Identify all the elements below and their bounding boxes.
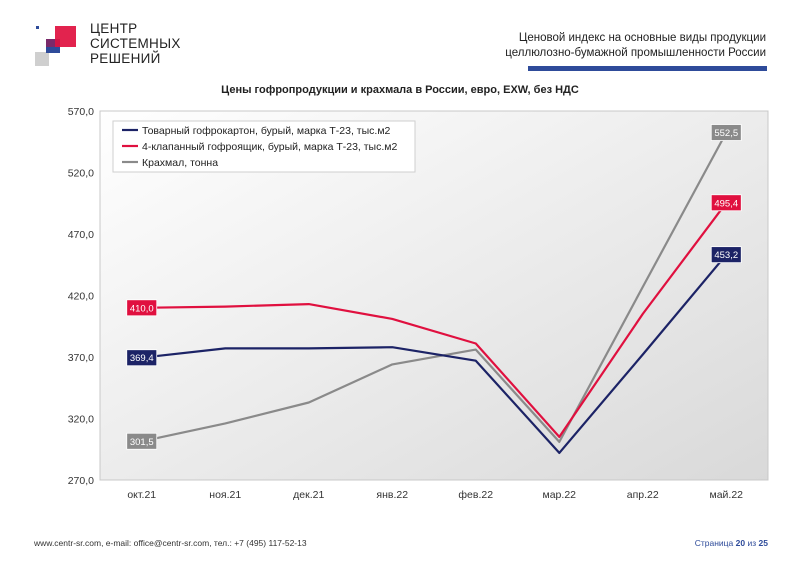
- header-title: Ценовой индекс на основные виды продукци…: [505, 31, 766, 61]
- y-tick-label: 470,0: [68, 229, 94, 241]
- data-label: 453,2: [714, 250, 738, 261]
- brand-line-1: ЦЕНТР: [90, 21, 138, 36]
- footer-contacts: www.centr-sr.com, e-mail: office@centr-s…: [34, 538, 307, 548]
- x-tick-label: фев.22: [458, 489, 493, 501]
- y-axis: 570,0 520,0 470,0 420,0 370,0 320,0 270,0: [68, 106, 94, 487]
- data-label-box: [126, 432, 158, 450]
- y-tick-label: 420,0: [68, 291, 94, 303]
- series-line: [141, 253, 728, 454]
- legend-label: 4-клапанный гофроящик, бурый, марка Т-23…: [142, 141, 397, 153]
- page-word: Страница: [694, 538, 734, 548]
- of-word: из: [747, 538, 757, 548]
- legend: Товарный гофрокартон, бурый, марка Т-23,…: [112, 120, 416, 173]
- x-tick-label: апр.22: [627, 489, 659, 501]
- series-line: [141, 202, 728, 438]
- series-line: [141, 131, 728, 443]
- data-label-box: [126, 299, 158, 317]
- x-tick-label: мар.22: [543, 489, 577, 501]
- data-label: 301,5: [130, 437, 154, 448]
- y-tick-label: 520,0: [68, 168, 94, 180]
- data-label-box: [126, 349, 158, 367]
- x-tick-label: май.22: [709, 489, 743, 501]
- page-total: 25: [758, 538, 768, 548]
- page-number: 20: [735, 538, 746, 548]
- legend-label: Товарный гофрокартон, бурый, марка Т-23,…: [142, 125, 391, 137]
- y-tick-label: 320,0: [68, 414, 94, 426]
- company-logo: [35, 26, 76, 66]
- data-label-box: [710, 124, 742, 141]
- data-label-box: [710, 246, 742, 264]
- y-tick-label: 270,0: [68, 475, 94, 487]
- header-rule: [528, 66, 767, 71]
- x-tick-label: окт.21: [127, 489, 156, 501]
- data-label: 552,5: [714, 128, 738, 139]
- legend-label: Крахмал, тонна: [142, 157, 218, 169]
- brand-line-2: СИСТЕМНЫХ: [90, 36, 181, 51]
- data-label: 495,4: [714, 198, 738, 209]
- header-line-2: целлюлозно-бумажной промышленности Росси…: [505, 47, 766, 59]
- x-axis: окт.21 ноя.21 дек.21 янв.22 фев.22 мар.22 апр.…: [127, 489, 743, 501]
- line-chart: 570,0 520,0 470,0 420,0 370,0 320,0 270,0 окт.…: [68, 106, 769, 501]
- data-label: 410,0: [130, 303, 154, 314]
- brand-line-3: РЕШЕНИЙ: [90, 51, 161, 66]
- data-labels: 369,4 453,2 410,0 495,4 301,5 552,5: [126, 124, 742, 450]
- data-label-box: [710, 194, 742, 212]
- y-tick-label: 370,0: [68, 352, 94, 364]
- data-label: 369,4: [130, 353, 154, 364]
- y-tick-label: 570,0: [68, 106, 94, 118]
- header-line-1: Ценовой индекс на основные виды продукци…: [518, 32, 766, 44]
- x-tick-label: янв.22: [376, 489, 408, 501]
- chart-title: Цены гофропродукции и крахмала в России,…: [221, 84, 579, 96]
- x-tick-label: дек.21: [293, 489, 324, 501]
- brand-name: ЦЕНТР СИСТЕМНЫХ РЕШЕНИЙ: [90, 21, 181, 66]
- x-tick-label: ноя.21: [209, 489, 241, 501]
- series-lines: [141, 131, 728, 454]
- footer-pagination: Страница 20 из 25: [695, 538, 768, 548]
